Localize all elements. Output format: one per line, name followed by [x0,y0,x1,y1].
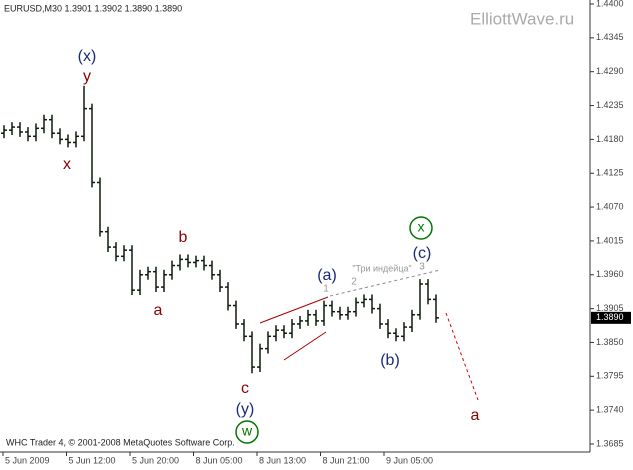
wave-label: x [418,219,425,235]
wave-label: (c) [413,245,432,262]
x-tick-label: 8 Jun 05:00 [196,455,243,465]
y-tick-label: 1.4400 [596,0,624,8]
wave-label: y [83,68,91,85]
wave-label: x [63,156,71,173]
x-tick-label: 5 Jun 20:00 [132,455,179,465]
triangle-line [259,296,329,324]
wave-label: (a) [317,267,337,284]
wave-label: (y) [236,401,255,418]
triangle-line [283,331,327,361]
y-tick-label: 1.3905 [596,303,624,313]
x-tick-label: 5 Jun 2009 [5,455,50,465]
footer: WHC Trader 4, © 2001-2008 MetaQuotes Sof… [6,437,235,447]
y-tick-label: 1.4345 [596,32,624,42]
y-tick-label: 1.4180 [596,134,624,144]
y-tick-label: 1.4235 [596,100,624,110]
y-tick-label: 1.3795 [596,371,624,381]
wave-label: c [241,380,249,397]
wave-circle [409,216,433,240]
y-tick-label: 1.3850 [596,337,624,347]
wave-label: 3 [419,262,425,273]
y-tick-label: 1.3960 [596,269,624,279]
x-tick-label: 8 Jun 21:00 [323,455,370,465]
watermark: ElliottWave.ru [470,9,574,28]
last-price-box [591,311,631,324]
wave-label: w [241,423,253,439]
y-tick-label: 1.4125 [596,168,624,178]
wave-label: a [154,302,163,319]
wave-label: 2 [351,277,357,288]
wave-label: (x) [78,48,97,65]
x-tick-label: 8 Jun 13:00 [259,455,306,465]
x-tick-label: 9 Jun 05:00 [386,455,433,465]
last-price-label: 1.3890 [596,312,624,322]
x-tick-label: 5 Jun 12:00 [69,455,116,465]
wave-label: (b) [380,352,400,369]
wave-label: "Три индейца" [352,263,411,273]
wave-label: b [179,229,188,246]
wave-label: a [471,407,480,424]
y-tick-label: 1.3740 [596,405,624,415]
wave-label: 1 [323,284,329,295]
wave-circle [235,420,259,444]
y-tick-label: 1.4070 [596,201,624,211]
chart-title: EURUSD,M30 1.3901 1.3902 1.3890 1.3890 [4,3,182,13]
trend-line [329,269,441,297]
y-tick-label: 1.3685 [596,438,624,448]
y-tick-label: 1.4290 [596,66,624,76]
y-tick-label: 1.4015 [596,235,624,245]
